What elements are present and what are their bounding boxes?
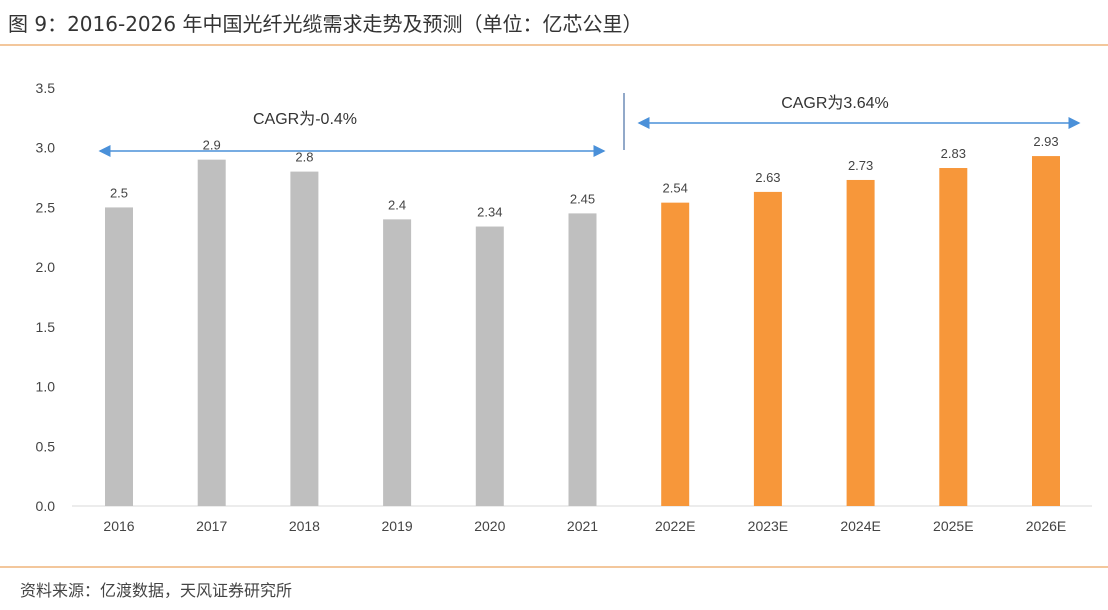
cagr-label-historical: CAGR为-0.4% (253, 110, 357, 128)
data-label: 2.45 (570, 191, 595, 206)
y-tick-label: 2.5 (36, 199, 56, 215)
source-rule (0, 566, 1108, 568)
data-label: 2.63 (755, 170, 780, 185)
y-tick-label: 2.0 (36, 259, 56, 275)
data-label: 2.5 (110, 185, 128, 200)
bar-2024E (846, 179, 875, 506)
data-label: 2.8 (295, 150, 313, 165)
source-note: 资料来源：亿渡数据，天风证券研究所 (20, 581, 293, 600)
chart-title: 图 9：2016-2026 年中国光纤光缆需求走势及预测（单位：亿芯公里） (8, 12, 643, 36)
x-tick-label: 2019 (382, 518, 413, 534)
data-label: 2.54 (663, 181, 688, 196)
x-tick-label: 2017 (196, 518, 227, 534)
y-tick-label: 1.5 (36, 319, 56, 335)
x-tick-label: 2022E (655, 518, 695, 534)
bar-2023E (753, 191, 782, 506)
bar-2016 (105, 207, 133, 506)
y-tick-label: 0.5 (36, 438, 56, 454)
y-tick-label: 0.0 (36, 498, 56, 514)
data-label: 2.93 (1033, 134, 1058, 149)
bar-2022E (661, 202, 690, 506)
y-tick-label: 1.0 (36, 379, 56, 395)
x-tick-label: 2021 (567, 518, 598, 534)
bar-2017 (197, 159, 226, 506)
x-tick-label: 2025E (933, 518, 973, 534)
data-label: 2.34 (477, 205, 502, 220)
x-tick-label: 2023E (748, 518, 788, 534)
bar-2020 (475, 226, 504, 506)
x-tick-label: 2020 (474, 518, 505, 534)
bar-2021 (568, 213, 597, 506)
data-label: 2.73 (848, 158, 873, 173)
y-tick-label: 3.5 (36, 80, 56, 96)
data-label: 2.83 (941, 146, 966, 161)
bar-2025E (939, 168, 968, 506)
data-label: 2.4 (388, 197, 406, 212)
x-tick-label: 2016 (103, 518, 134, 534)
bar-2018 (290, 171, 319, 506)
cagr-label-forecast: CAGR为3.64% (781, 94, 889, 112)
bar-2019 (383, 219, 412, 506)
x-tick-label: 2026E (1026, 518, 1066, 534)
x-tick-label: 2018 (289, 518, 320, 534)
title-rule (0, 44, 1108, 46)
y-tick-label: 3.0 (36, 140, 56, 156)
x-tick-label: 2024E (840, 518, 880, 534)
bar-2026E (1032, 156, 1060, 506)
